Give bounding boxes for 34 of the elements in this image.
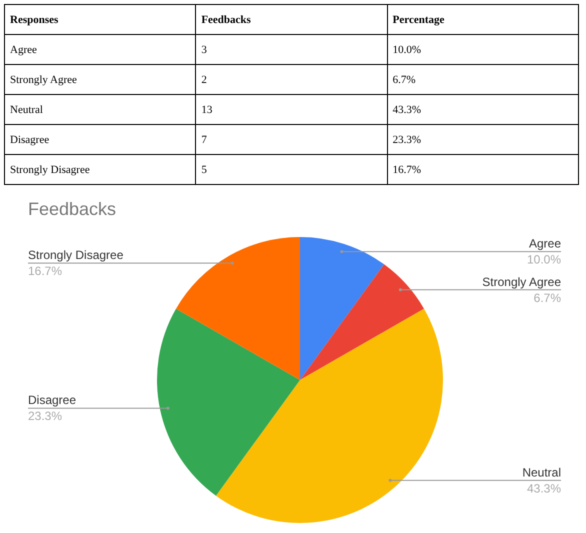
text: Responses <box>4 4 196 34</box>
data-label: 23.3% <box>28 409 62 424</box>
text: 7 <box>196 124 388 154</box>
category-label: Disagree <box>10 134 50 146</box>
text: 2 <box>196 64 388 94</box>
text: Feedbacks <box>196 4 388 34</box>
pie-slice <box>300 264 424 380</box>
pie-slice <box>176 237 300 380</box>
slice-label: Disagree <box>28 393 76 408</box>
slice-label: Neutral <box>522 465 561 480</box>
pie-slice <box>300 237 384 380</box>
data-label: 16.7% <box>28 264 62 278</box>
category-label: Agree <box>10 44 37 56</box>
pie-slice <box>216 308 443 523</box>
text: 10.0% <box>392 44 422 56</box>
slice-label: Agree <box>528 236 562 251</box>
category-label: Strongly Agree <box>10 74 77 86</box>
text: 6.7% <box>392 74 416 86</box>
text: 16.7% <box>392 164 422 176</box>
text: 13 <box>196 94 388 124</box>
data-label: 43.3% <box>526 481 562 496</box>
category-label: Strongly Disagree <box>10 164 90 176</box>
chart-title: Feedbacks <box>28 199 116 220</box>
category-label: Neutral <box>10 104 43 116</box>
text: 5 <box>196 154 388 184</box>
text: Percentage <box>387 4 578 34</box>
text: 23.3% <box>392 134 422 146</box>
data-label: 6.7% <box>534 290 562 305</box>
text: 3 <box>196 34 388 64</box>
data-label: 10.0% <box>526 252 562 267</box>
slice-label: Strongly Disagree <box>28 248 124 262</box>
slice-label: Strongly Agree <box>482 274 562 289</box>
pie-slice <box>157 308 300 496</box>
text: 43.3% <box>392 104 422 116</box>
